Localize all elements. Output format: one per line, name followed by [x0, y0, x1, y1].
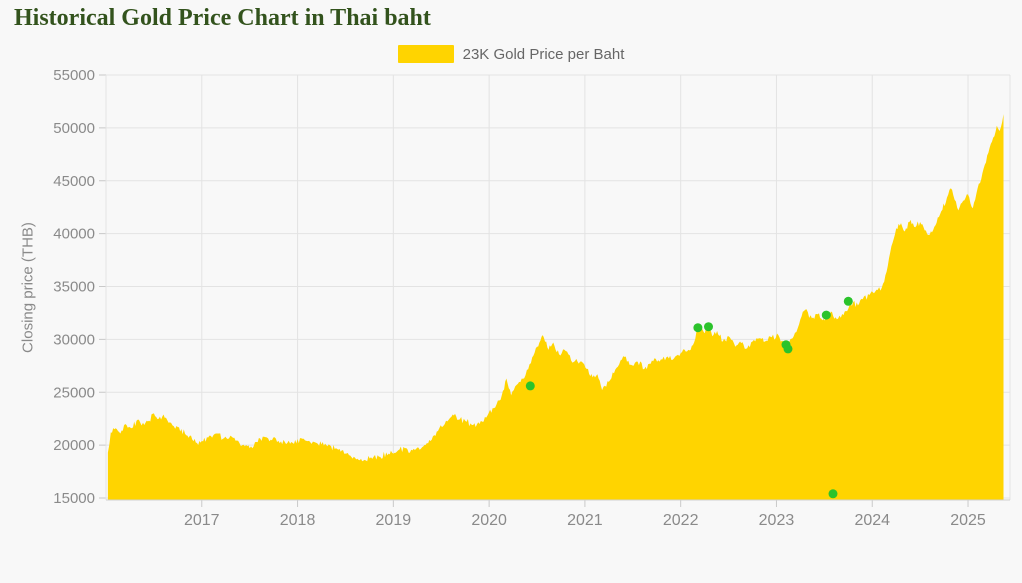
y-tick-label: 25000 [53, 384, 95, 401]
y-tick-label: 30000 [53, 331, 95, 348]
x-tick-label: 2023 [759, 512, 795, 529]
y-tick-label: 15000 [53, 490, 95, 507]
data-point-marker[interactable] [843, 296, 853, 306]
gold-price-area-series[interactable] [107, 114, 1004, 500]
y-tick-label: 45000 [53, 173, 95, 190]
x-tick-label: 2018 [280, 512, 316, 529]
data-point-marker[interactable] [693, 323, 703, 333]
data-point-marker[interactable] [821, 310, 831, 320]
x-tick-label: 2020 [471, 512, 507, 529]
chart-legend[interactable]: 23K Gold Price per Baht [0, 45, 1022, 63]
data-point-marker[interactable] [704, 322, 713, 332]
y-tick-label: 35000 [53, 279, 95, 296]
y-tick-label: 55000 [53, 67, 95, 84]
x-tick-label: 2024 [854, 512, 890, 529]
legend-swatch [397, 45, 454, 63]
y-tick-label: 20000 [53, 437, 95, 454]
data-point-marker[interactable] [525, 381, 535, 391]
x-tick-label: 2019 [376, 512, 412, 529]
legend-label: 23K Gold Price per Baht [462, 45, 625, 63]
x-tick-label: 2025 [950, 512, 986, 529]
y-tick-label: 50000 [53, 120, 95, 137]
data-point-marker[interactable] [828, 489, 838, 499]
page-title: Historical Gold Price Chart in Thai baht [14, 5, 431, 31]
x-tick-label: 2022 [663, 512, 699, 529]
x-tick-label: 2017 [184, 512, 220, 529]
y-tick-label: 40000 [53, 226, 95, 243]
x-tick-label: 2021 [567, 512, 603, 529]
data-point-marker[interactable] [783, 344, 793, 354]
